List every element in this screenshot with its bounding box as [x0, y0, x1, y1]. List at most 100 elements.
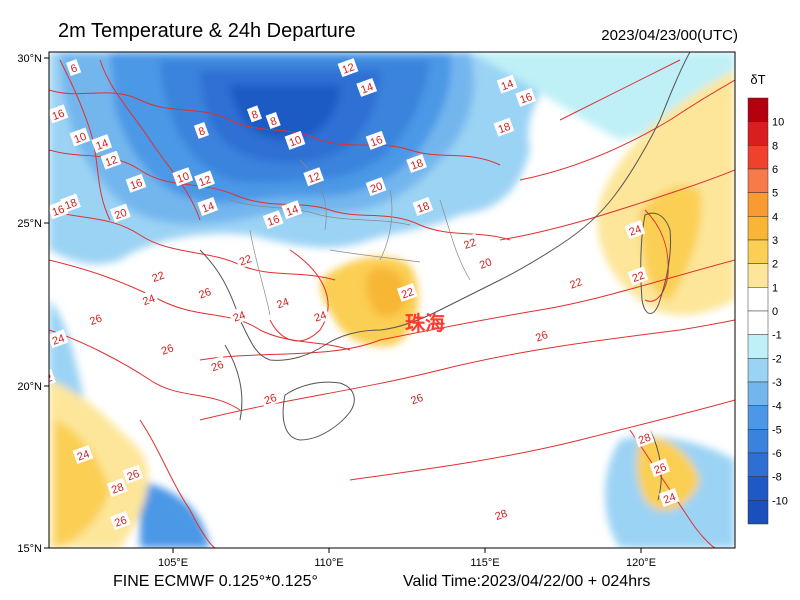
colorbar-label: -1 — [772, 330, 782, 342]
contour-label: 8 — [193, 121, 210, 139]
contour-label-text: 16 — [266, 213, 282, 228]
contour-label-text: 22 — [238, 253, 254, 268]
contour-label: 18 — [406, 154, 427, 173]
contour-label: 22 — [396, 282, 418, 302]
contour-label: 14 — [496, 74, 518, 94]
colorbar-swatch — [747, 358, 769, 383]
contour-label: 24 — [72, 444, 94, 464]
province-borders — [229, 159, 471, 316]
colorbar-swatch — [747, 145, 769, 170]
colorbar-label: 4 — [772, 211, 778, 223]
contour-label-text: 28 — [637, 432, 653, 447]
contour-label: 22 — [459, 233, 480, 253]
contour-label-text: 26 — [263, 392, 279, 407]
contour-label-text: 14 — [94, 137, 110, 152]
contour-label: 24 — [309, 306, 331, 326]
colorbar-swatch — [747, 263, 769, 288]
colorbar-label: -3 — [772, 377, 782, 389]
colorbar-label: -10 — [772, 495, 788, 507]
colorbar-swatch — [747, 500, 769, 525]
colorbar-label: 2 — [772, 259, 778, 271]
contour-label: 10 — [284, 130, 306, 150]
contour-label-text: 14 — [200, 200, 216, 215]
colorbar-label: 1 — [772, 282, 778, 294]
contour-label-text: 22 — [38, 372, 54, 387]
contour-label-text: 26 — [160, 342, 176, 357]
contour-label: 26 — [85, 309, 106, 329]
contour-label: 20 — [474, 253, 496, 273]
contour-label: 14 — [197, 196, 219, 216]
contour-label: 12 — [337, 58, 359, 78]
colorbar-title: δT — [750, 72, 765, 87]
contour-label: 12 — [194, 170, 215, 190]
contour-label: 28 — [490, 504, 512, 524]
colorbar-label: 0 — [772, 306, 778, 318]
contour-label: 26 — [206, 355, 228, 375]
contour-label: 22 — [38, 368, 56, 388]
contour-label-text: 20 — [478, 256, 494, 271]
contour-label: 16 — [515, 87, 537, 107]
colorbar-swatch — [747, 334, 769, 359]
contour-label-text: 14 — [500, 78, 516, 93]
contour-label-text: 26 — [126, 468, 142, 483]
contour-label-text: 18 — [409, 157, 425, 172]
contour-label: 26 — [109, 511, 131, 531]
colorbar-label: 10 — [772, 117, 784, 129]
colorbar-label: -2 — [772, 353, 782, 365]
contour-label-text: 10 — [73, 131, 89, 146]
colorbar-swatch — [747, 310, 769, 335]
contour-label-text: 18 — [497, 121, 513, 136]
anomaly-shading — [49, 52, 735, 548]
contour-label-text: 18 — [63, 197, 79, 212]
colorbar-swatch — [747, 476, 769, 501]
contour-label-text: 28 — [110, 481, 126, 496]
longitude-axis: 105°E 110°E 115°E 120°E — [158, 548, 656, 569]
contour-label: 22 — [147, 266, 169, 286]
lon-label-115e: 115°E — [470, 557, 499, 569]
colorbar-label: -6 — [772, 448, 782, 460]
contour-label-text: 22 — [631, 270, 647, 285]
contour-label: 18 — [493, 117, 515, 137]
place-label-zhuhai: 珠海 — [405, 311, 445, 335]
map-title: 2m Temperature & 24h Departure — [58, 20, 356, 42]
contour-label: 14 — [356, 77, 378, 97]
contour-label: 26 — [530, 325, 552, 345]
contour-label: 6 — [66, 59, 82, 77]
colorbar-swatch — [747, 97, 769, 122]
colorbar-swatch — [747, 168, 769, 193]
map-frame — [48, 51, 736, 549]
contour-label-text: 24 — [141, 293, 157, 308]
contour-label-text: 24 — [628, 223, 644, 238]
colorbar-label: 3 — [772, 235, 778, 247]
contour-label: 10 — [69, 127, 91, 147]
colorbar-label: 8 — [772, 140, 778, 152]
colorbar-swatch — [747, 192, 769, 217]
contour-label: 26 — [156, 339, 178, 359]
colorbar-swatch — [747, 429, 769, 454]
contour-label: 22 — [627, 266, 649, 286]
contour-label-text: 12 — [306, 170, 322, 185]
contour-label-text: 20 — [369, 180, 385, 195]
contour-label: 26 — [406, 388, 427, 408]
colorbar-swatch — [747, 287, 769, 312]
contour-label: 22 — [234, 249, 256, 269]
contour-label-text: 24 — [232, 309, 248, 324]
colorbar-label: 6 — [772, 164, 778, 176]
contour-label: 24 — [228, 306, 250, 326]
colorbar-label: -8 — [772, 472, 782, 484]
lat-label-25n: 25°N — [17, 218, 42, 230]
contour-label: 26 — [122, 464, 144, 484]
temperature-contours — [49, 59, 735, 548]
colorbar-swatch — [747, 452, 769, 477]
contour-label: 16 — [49, 104, 69, 124]
contour-label-text: 12 — [104, 154, 120, 169]
contour-label: 20 — [365, 177, 387, 197]
contour-label: 26 — [259, 388, 281, 408]
contour-label-text: 22 — [150, 270, 166, 285]
contour-label: 22 — [565, 273, 587, 293]
contour-label-text: 6 — [69, 62, 79, 75]
valid-time: Valid Time:2023/04/22/00 + 024hrs — [403, 573, 651, 590]
colorbar-swatch — [747, 216, 769, 241]
